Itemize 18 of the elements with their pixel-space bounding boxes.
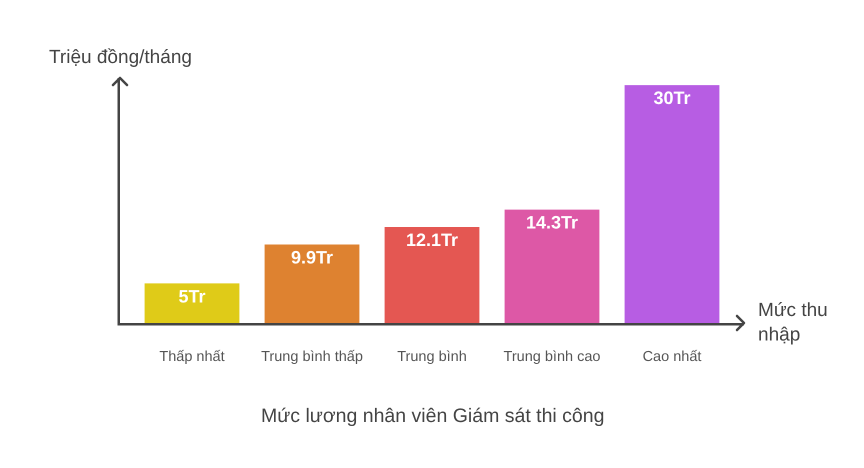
x-tick-label: Trung bình cao bbox=[504, 348, 600, 365]
y-axis-title: Triệu đồng/tháng bbox=[49, 47, 192, 68]
bar bbox=[144, 283, 240, 323]
x-tick-label: Thấp nhất bbox=[159, 348, 225, 365]
data-label: 9.9Tr bbox=[290, 248, 334, 268]
text: Mức lương nhân viên Giám sát thi công bbox=[261, 405, 604, 427]
data-label: 12.1Tr bbox=[406, 230, 458, 250]
bar bbox=[384, 227, 480, 323]
data-label: 30Tr bbox=[653, 88, 691, 108]
bar bbox=[624, 85, 720, 323]
x-tick-label: Trung bình bbox=[397, 348, 467, 365]
x-tick-label: Cao nhất bbox=[642, 348, 702, 365]
data-label: 5Tr bbox=[178, 286, 206, 306]
data-label: 14.3Tr bbox=[526, 212, 578, 233]
bar bbox=[264, 244, 360, 323]
x-tick-label: Trung bình thấp bbox=[261, 348, 363, 365]
bar bbox=[504, 210, 600, 323]
x-axis-title: Mức thu nhập bbox=[758, 300, 828, 346]
